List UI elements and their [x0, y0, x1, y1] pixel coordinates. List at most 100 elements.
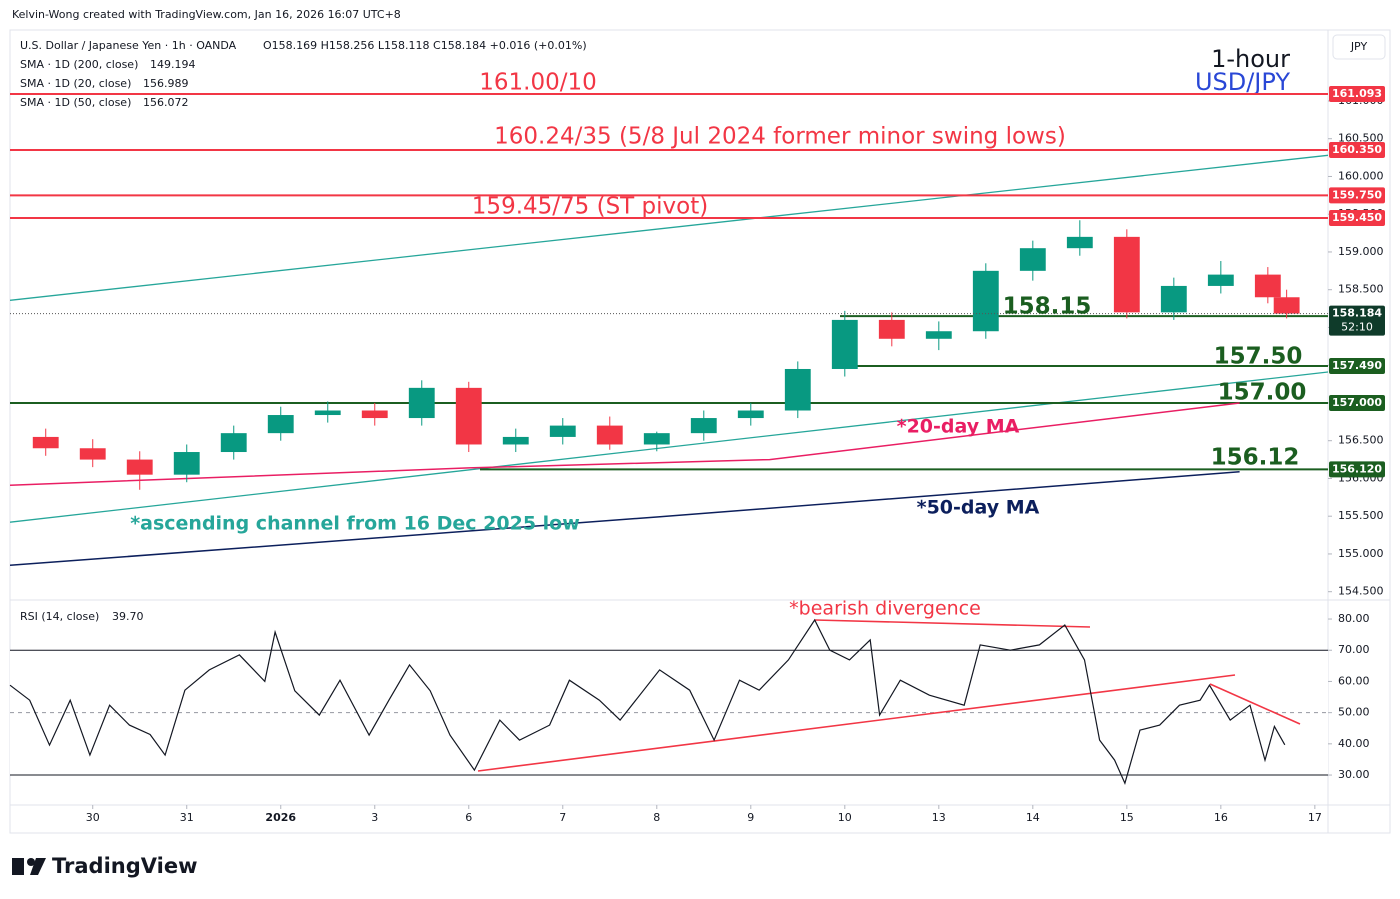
candle-body — [314, 410, 341, 416]
level-label-box — [1329, 209, 1385, 226]
annotation: 156.12 — [1211, 445, 1300, 471]
annotation: *20-day MA — [897, 416, 1020, 438]
x-tick-label: 2026 — [265, 811, 296, 824]
level-label-box — [1329, 187, 1385, 204]
trendline — [814, 619, 1091, 628]
x-tick-label: 8 — [653, 811, 660, 824]
y-tick-label: 160.000 — [1338, 169, 1384, 182]
candle-body — [878, 319, 905, 339]
x-tick-label: 30 — [86, 811, 100, 824]
x-tick-label: 13 — [932, 811, 946, 824]
annotation: *ascending channel from 16 Dec 2025 low — [130, 513, 580, 535]
candle-body — [737, 410, 764, 419]
candle-body — [831, 319, 858, 369]
y-tick-label: 156.500 — [1338, 434, 1384, 447]
candle-body — [1019, 248, 1046, 271]
currency-box[interactable] — [1332, 34, 1386, 60]
channel-line — [10, 371, 1328, 523]
candle-body — [643, 433, 670, 445]
y-tick-label: 155.500 — [1338, 509, 1384, 522]
y-tick-label: 40.00 — [1338, 737, 1370, 750]
ma-line — [10, 470, 1240, 567]
y-tick-label: 155.000 — [1338, 547, 1384, 560]
rsi-value: 39.70 — [112, 610, 144, 623]
x-tick-label: 14 — [1026, 811, 1040, 824]
x-tick-label: 17 — [1308, 811, 1322, 824]
y-tick-label: 30.00 — [1338, 768, 1370, 781]
candle-body — [455, 387, 482, 445]
y-tick-label: 60.00 — [1338, 674, 1370, 687]
level-label: 160.350 — [1332, 143, 1382, 156]
level-label: 157.000 — [1332, 396, 1382, 409]
x-tick-label: 7 — [559, 811, 566, 824]
level-label-box — [1329, 357, 1385, 374]
level-label: 157.490 — [1332, 359, 1382, 372]
candle-body — [784, 368, 811, 411]
x-tick-label: 15 — [1120, 811, 1134, 824]
footer-brand: TradingView — [52, 854, 197, 878]
last-price-box — [1329, 305, 1385, 336]
candle-body — [502, 436, 529, 445]
candle-body — [173, 452, 200, 475]
candle-body — [1066, 236, 1093, 249]
legend-value: 156.989 — [143, 77, 189, 90]
annotation: 160.24/35 (5/8 Jul 2024 former minor swi… — [494, 124, 1066, 150]
level-label: 159.750 — [1332, 188, 1382, 201]
quote: O158.169 H158.256 L158.118 C158.184 +0.0… — [263, 39, 587, 52]
y-tick-label: 50.00 — [1338, 706, 1370, 719]
x-tick-label: 3 — [371, 811, 378, 824]
candle-body — [596, 425, 623, 445]
rsi-title: RSI (14, close) — [20, 610, 99, 623]
legend-name: SMA · 1D (200, close) — [20, 58, 138, 71]
y-tick-label: 70.00 — [1338, 643, 1370, 656]
annotation: 158.15 — [1003, 294, 1092, 320]
level-label-box — [1329, 142, 1385, 159]
level-label-box — [1329, 394, 1385, 411]
x-tick-label: 6 — [465, 811, 472, 824]
logo-mark — [12, 858, 24, 875]
level-label: 156.120 — [1332, 462, 1382, 475]
candle-body — [267, 415, 294, 434]
x-tick-label: 16 — [1214, 811, 1228, 824]
candle-body — [972, 270, 999, 332]
symbol: USD/JPY — [1195, 68, 1290, 96]
candle-body — [1273, 297, 1300, 314]
level-label-box — [1329, 85, 1385, 102]
candle-body — [925, 331, 952, 339]
annotation: 157.50 — [1214, 344, 1303, 370]
level-label: 161.093 — [1332, 87, 1382, 100]
candle-body — [690, 418, 717, 434]
candle-body — [549, 425, 576, 437]
credit: Kelvin-Wong created with TradingView.com… — [12, 8, 401, 21]
legend-name: SMA · 1D (20, close) — [20, 77, 131, 90]
y-tick-label: 80.00 — [1338, 612, 1370, 625]
timeframe: 1-hour — [1211, 45, 1290, 73]
currency[interactable]: JPY — [1350, 40, 1368, 53]
level-label: 159.450 — [1332, 211, 1382, 224]
logo: TradingView — [12, 854, 197, 878]
annotation: 161.00/10 — [479, 70, 597, 96]
candle-body — [361, 410, 388, 419]
candle-body — [79, 448, 106, 460]
logo-mark — [27, 858, 35, 866]
y-tick-label: 154.500 — [1338, 585, 1384, 598]
annotation: *50-day MA — [917, 497, 1040, 519]
plot — [10, 92, 1328, 567]
ma-line — [10, 402, 1240, 486]
symbol-title: U.S. Dollar / Japanese Yen · 1h · OANDA — [20, 39, 237, 52]
level-label-box — [1329, 461, 1385, 478]
candle-body — [32, 436, 59, 449]
candle-body — [1254, 274, 1281, 298]
annotation: 159.45/75 (ST pivot) — [472, 194, 708, 220]
candle-body — [1113, 236, 1140, 313]
rsi-line — [9, 618, 1286, 785]
candle-body — [1207, 274, 1234, 286]
annotation: *bearish divergence — [789, 598, 981, 620]
candle-body — [408, 387, 435, 419]
trendline — [477, 674, 1236, 772]
candle-body — [126, 459, 153, 475]
y-tick-label: 160.500 — [1338, 132, 1384, 145]
legend-value: 156.072 — [143, 96, 189, 109]
